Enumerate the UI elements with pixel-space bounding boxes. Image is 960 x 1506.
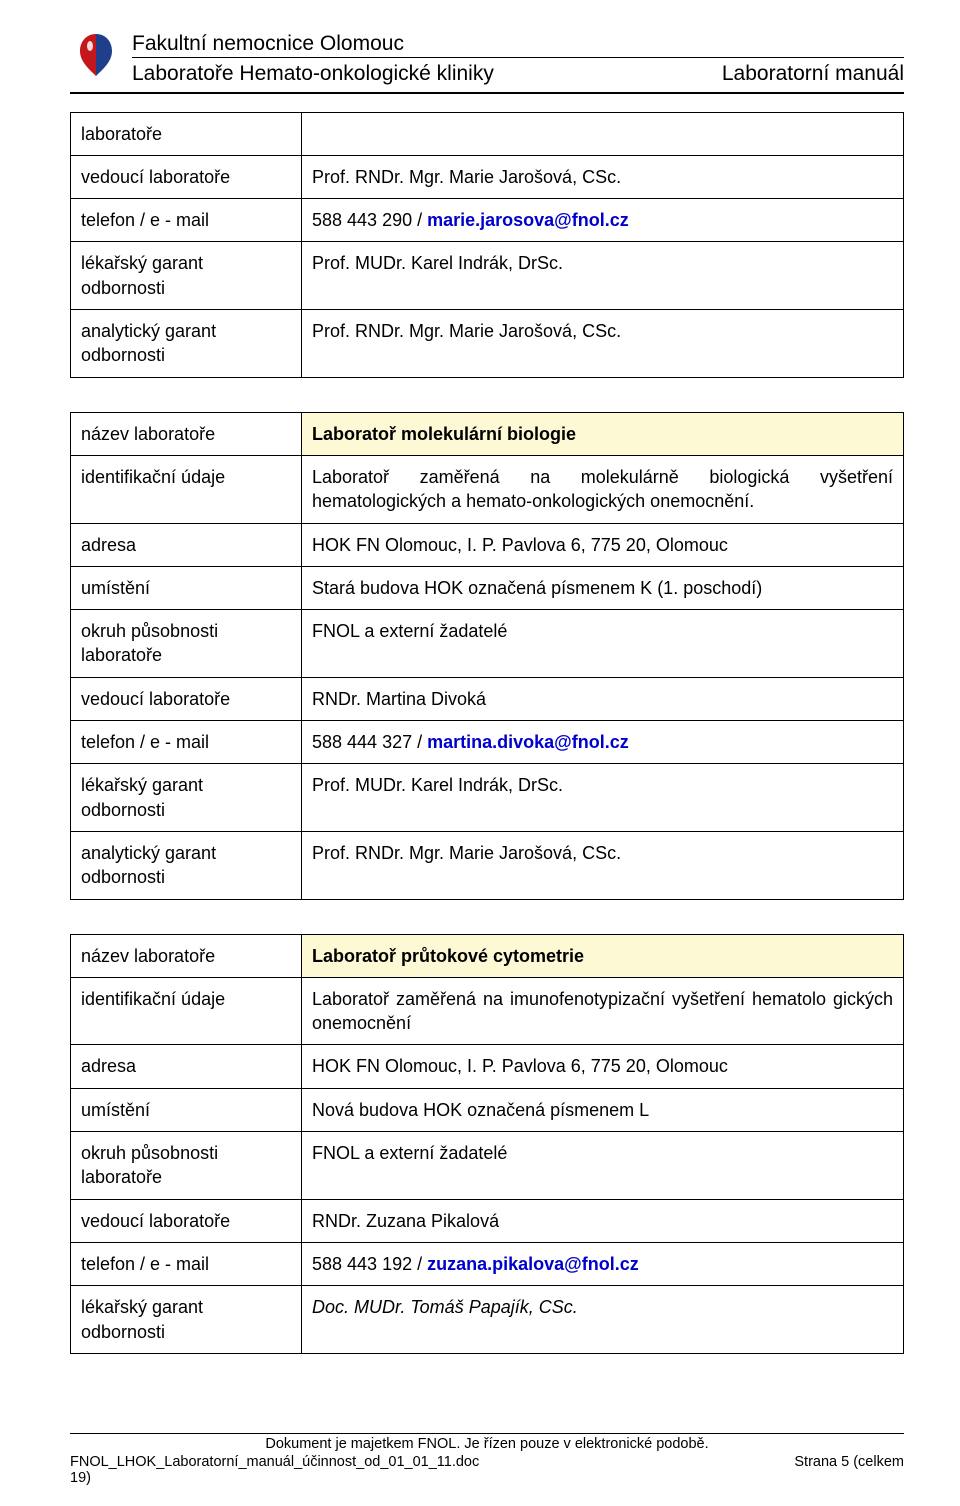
table-lab-prutokove-cytometrie: název laboratořeLaboratoř průtokové cyto… bbox=[70, 934, 904, 1354]
table-row: analytický garant odbornostiProf. RNDr. … bbox=[71, 831, 904, 899]
phone-text: 588 443 192 / bbox=[312, 1254, 427, 1274]
table-cell-label: okruh působnosti laboratoře bbox=[71, 1132, 302, 1200]
phone-text: 588 444 327 / bbox=[312, 732, 427, 752]
table-cell-label: vedoucí laboratoře bbox=[71, 1199, 302, 1242]
table-cell-label: vedoucí laboratoře bbox=[71, 155, 302, 198]
footer-ownership: Dokument je majetkem FNOL. Je řízen pouz… bbox=[70, 1433, 904, 1452]
table-row: umístěníNová budova HOK označená písmene… bbox=[71, 1088, 904, 1131]
table-cell-value: Stará budova HOK označená písmenem K (1.… bbox=[302, 566, 904, 609]
table-cell-value: Laboratoř zaměřená na imunofenotypizační… bbox=[302, 977, 904, 1045]
footer-filename: FNOL_LHOK_Laboratorní_manuál_účinnost_od… bbox=[70, 1454, 479, 1470]
table-cell-value: Laboratoř zaměřená na molekulárně biolog… bbox=[302, 455, 904, 523]
table-row: telefon / e - mail588 443 192 / zuzana.p… bbox=[71, 1242, 904, 1285]
table-cell-label: umístění bbox=[71, 566, 302, 609]
table-cell-label: identifikační údaje bbox=[71, 977, 302, 1045]
table-cell-value: Nová budova HOK označená písmenem L bbox=[302, 1088, 904, 1131]
table-row: adresaHOK FN Olomouc, I. P. Pavlova 6, 7… bbox=[71, 523, 904, 566]
table-row: lékařský garant odbornostiDoc. MUDr. Tom… bbox=[71, 1286, 904, 1354]
table-row: lékařský garant odbornostiProf. MUDr. Ka… bbox=[71, 242, 904, 310]
table-cell-value: HOK FN Olomouc, I. P. Pavlova 6, 775 20,… bbox=[302, 523, 904, 566]
table-row: identifikační údajeLaboratoř zaměřená na… bbox=[71, 455, 904, 523]
header-doc: Laboratorní manuál bbox=[722, 60, 904, 87]
table-cell-label: adresa bbox=[71, 1045, 302, 1088]
table-row: lékařský garant odbornostiProf. MUDr. Ka… bbox=[71, 764, 904, 832]
email-link[interactable]: zuzana.pikalova@fnol.cz bbox=[427, 1254, 639, 1274]
page-footer: Dokument je majetkem FNOL. Je řízen pouz… bbox=[70, 1433, 904, 1486]
table-cell-label: adresa bbox=[71, 523, 302, 566]
table-cell-label: lékařský garant odbornosti bbox=[71, 242, 302, 310]
table-title-row: název laboratořeLaboratoř molekulární bi… bbox=[71, 412, 904, 455]
table-cell-label: telefon / e - mail bbox=[71, 1242, 302, 1285]
table-row: identifikační údajeLaboratoř zaměřená na… bbox=[71, 977, 904, 1045]
table-row: vedoucí laboratořeRNDr. Martina Divoká bbox=[71, 677, 904, 720]
table-cell-value bbox=[302, 112, 904, 155]
table-cell-value: RNDr. Martina Divoká bbox=[302, 677, 904, 720]
table-cell-value: FNOL a externí žadatelé bbox=[302, 1132, 904, 1200]
table-cell-value: 588 443 290 / marie.jarosova@fnol.cz bbox=[302, 199, 904, 242]
header-org: Fakultní nemocnice Olomouc bbox=[132, 30, 904, 57]
table-cell-label: telefon / e - mail bbox=[71, 199, 302, 242]
email-link[interactable]: martina.divoka@fnol.cz bbox=[427, 732, 629, 752]
email-link[interactable]: marie.jarosova@fnol.cz bbox=[427, 210, 629, 230]
table-row: telefon / e - mail588 443 290 / marie.ja… bbox=[71, 199, 904, 242]
table-row: vedoucí laboratořeProf. RNDr. Mgr. Marie… bbox=[71, 155, 904, 198]
table-cell-label: umístění bbox=[71, 1088, 302, 1131]
table-row: umístěníStará budova HOK označená písmen… bbox=[71, 566, 904, 609]
table-cell-value: Prof. MUDr. Karel Indrák, DrSc. bbox=[302, 242, 904, 310]
table-cell-label: analytický garant odbornosti bbox=[71, 831, 302, 899]
table-cell-value: Prof. RNDr. Mgr. Marie Jarošová, CSc. bbox=[302, 831, 904, 899]
table-cell-value: 588 443 192 / zuzana.pikalova@fnol.cz bbox=[302, 1242, 904, 1285]
table-cell-value: FNOL a externí žadatelé bbox=[302, 610, 904, 678]
table-cell-label: okruh působnosti laboratoře bbox=[71, 610, 302, 678]
table-cell-label: název laboratoře bbox=[71, 412, 302, 455]
header-text: Fakultní nemocnice Olomouc Laboratoře He… bbox=[132, 28, 904, 88]
table-cell-label: identifikační údaje bbox=[71, 455, 302, 523]
table-title-value: Laboratoř molekulární biologie bbox=[302, 412, 904, 455]
table-cell-value: Doc. MUDr. Tomáš Papajík, CSc. bbox=[302, 1286, 904, 1354]
table-row: okruh působnosti laboratořeFNOL a extern… bbox=[71, 1132, 904, 1200]
header-dept: Laboratoře Hemato-onkologické kliniky bbox=[132, 60, 494, 87]
table-cell-value: Prof. MUDr. Karel Indrák, DrSc. bbox=[302, 764, 904, 832]
table-cell-value: RNDr. Zuzana Pikalová bbox=[302, 1199, 904, 1242]
table-row: laboratoře bbox=[71, 112, 904, 155]
table-row: telefon / e - mail588 444 327 / martina.… bbox=[71, 721, 904, 764]
phone-text: 588 443 290 / bbox=[312, 210, 427, 230]
table-row: vedoucí laboratořeRNDr. Zuzana Pikalová bbox=[71, 1199, 904, 1242]
table-row: okruh působnosti laboratořeFNOL a extern… bbox=[71, 610, 904, 678]
page: Fakultní nemocnice Olomouc Laboratoře He… bbox=[0, 0, 960, 1506]
table-cell-label: telefon / e - mail bbox=[71, 721, 302, 764]
table-row: analytický garant odbornostiProf. RNDr. … bbox=[71, 310, 904, 378]
table-lab-molekularni-biologie: název laboratořeLaboratoř molekulární bi… bbox=[70, 412, 904, 900]
table-cell-value: HOK FN Olomouc, I. P. Pavlova 6, 775 20,… bbox=[302, 1045, 904, 1088]
table-title-value: Laboratoř průtokové cytometrie bbox=[302, 934, 904, 977]
table-cell-label: lékařský garant odbornosti bbox=[71, 764, 302, 832]
table-cell-value: Prof. RNDr. Mgr. Marie Jarošová, CSc. bbox=[302, 310, 904, 378]
table-cell-label: laboratoře bbox=[71, 112, 302, 155]
footer-page-number: Strana 5 (celkem bbox=[794, 1454, 904, 1470]
table-lab-continuation: laboratořevedoucí laboratořeProf. RNDr. … bbox=[70, 112, 904, 378]
table-cell-value: Prof. RNDr. Mgr. Marie Jarošová, CSc. bbox=[302, 155, 904, 198]
hospital-logo-icon bbox=[70, 28, 122, 80]
page-header: Fakultní nemocnice Olomouc Laboratoře He… bbox=[70, 28, 904, 94]
table-cell-label: název laboratoře bbox=[71, 934, 302, 977]
table-cell-label: lékařský garant odbornosti bbox=[71, 1286, 302, 1354]
table-cell-label: analytický garant odbornosti bbox=[71, 310, 302, 378]
table-title-row: název laboratořeLaboratoř průtokové cyto… bbox=[71, 934, 904, 977]
footer-page-total: 19) bbox=[70, 1470, 904, 1486]
table-cell-value: 588 444 327 / martina.divoka@fnol.cz bbox=[302, 721, 904, 764]
table-row: adresaHOK FN Olomouc, I. P. Pavlova 6, 7… bbox=[71, 1045, 904, 1088]
table-cell-label: vedoucí laboratoře bbox=[71, 677, 302, 720]
